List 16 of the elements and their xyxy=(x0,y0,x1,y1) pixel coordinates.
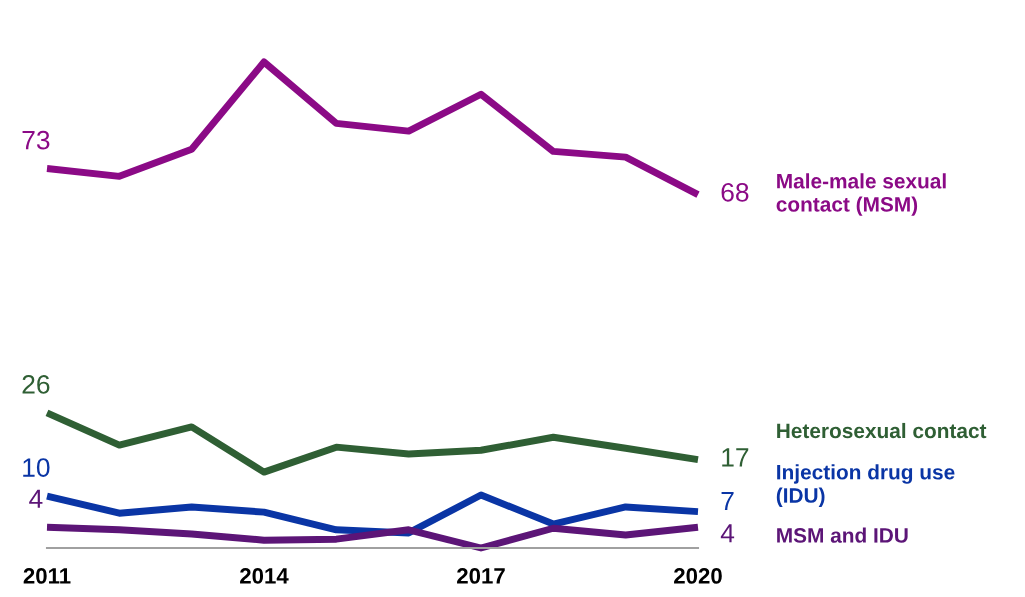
data-label: 68 xyxy=(721,182,749,202)
data-label: 10 xyxy=(23,458,50,477)
text: Injection drug use (IDU) xyxy=(776,464,955,507)
data-label: 73 xyxy=(22,130,50,150)
data-label: 26 xyxy=(22,375,50,394)
data-label: 17 xyxy=(722,448,749,467)
x-tick-label: 2020 xyxy=(674,568,722,584)
text: Male-male sexual contact (MSM) xyxy=(776,173,946,216)
text: Heterosexual contact xyxy=(777,422,987,439)
data-label: 4 xyxy=(29,489,43,508)
data-label: 4 xyxy=(720,524,735,543)
x-tick-label: 2011 xyxy=(23,568,71,584)
data-label: 7 xyxy=(721,491,734,511)
x-tick-label: 2014 xyxy=(240,568,289,584)
x-tick-label: 2017 xyxy=(457,568,505,584)
text: MSM and IDU xyxy=(777,527,908,543)
